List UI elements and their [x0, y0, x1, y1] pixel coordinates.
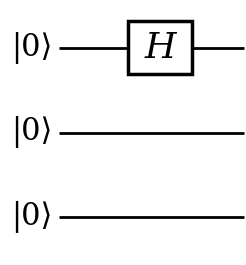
Text: |0⟩: |0⟩: [11, 117, 53, 148]
Text: |0⟩: |0⟩: [11, 201, 53, 233]
Text: H: H: [144, 31, 176, 65]
Text: |0⟩: |0⟩: [11, 32, 53, 64]
Bar: [128, 21, 192, 74]
